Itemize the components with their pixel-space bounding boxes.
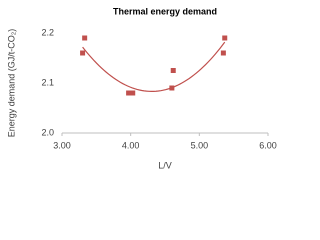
background (0, 0, 288, 180)
x-tick-label: 3.00 (53, 140, 71, 150)
chart: Thermal energy demand L/V Energy demand … (0, 0, 288, 180)
y-tick-label: 2.2 (41, 27, 54, 37)
chart-title: Thermal energy demand (113, 6, 217, 16)
x-tick-label: 6.00 (259, 140, 277, 150)
point (170, 68, 176, 73)
y-tick-label: 2.1 (41, 77, 54, 87)
point (169, 85, 175, 91)
y-axis-label: Energy demand (GJ/t-CO₂) (6, 29, 16, 138)
point (80, 50, 86, 56)
y-tick-label: 2.0 (41, 127, 54, 137)
point (130, 90, 136, 96)
point (222, 35, 228, 41)
trend-line (82, 41, 226, 93)
point (82, 35, 88, 41)
point (220, 50, 226, 56)
x-tick-label: 5.00 (191, 140, 209, 150)
x-tick-label: 4.00 (122, 140, 140, 150)
x-axis-label: L/V (158, 160, 172, 170)
